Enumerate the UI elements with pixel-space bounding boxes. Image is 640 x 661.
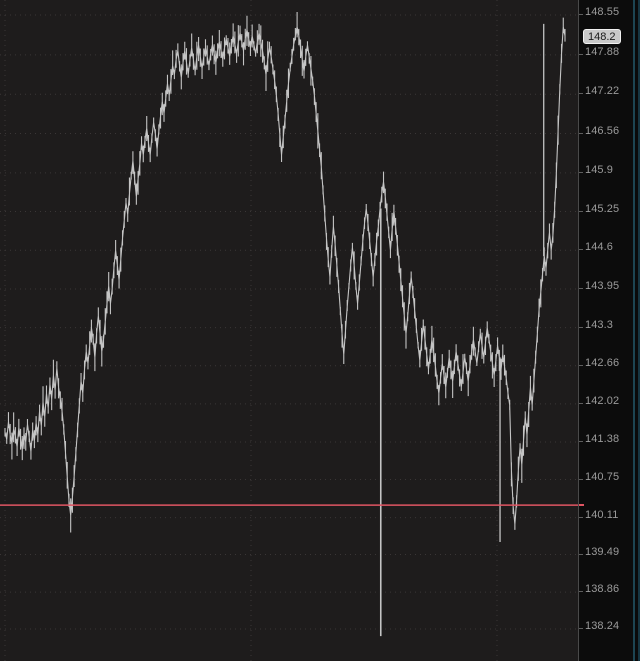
price-axis-tick-mark: [579, 171, 583, 173]
price-axis-tick-label: 142.02: [585, 394, 620, 407]
price-axis-tick-mark: [579, 14, 583, 15]
price-axis-tick-mark: [579, 287, 583, 289]
price-axis-tick-label: 138.24: [585, 620, 620, 632]
price-axis-tick-mark: [579, 628, 583, 629]
price-axis-tick-mark: [579, 591, 583, 593]
price-axis-tick-mark: [579, 364, 583, 366]
price-axis-tick-label: 141.38: [585, 433, 620, 445]
price-axis-tick-label: 146.56: [585, 124, 620, 137]
reference-price-axis-marker: [579, 504, 584, 507]
current-price-badge: 148.2: [583, 28, 621, 44]
price-axis-tick-label: 144.6: [585, 241, 614, 254]
price-axis-tick-label: 145.25: [585, 202, 620, 215]
price-axis-tick-mark: [579, 516, 583, 518]
price-axis-tick-mark: [579, 210, 583, 212]
scrollbar-track-left: [633, 0, 635, 661]
chart-gridlines: [0, 0, 578, 661]
price-axis-tick-label: 140.11: [585, 508, 619, 521]
chart-plot-area[interactable]: [0, 0, 578, 661]
price-axis-tick-mark: [579, 402, 583, 404]
price-axis-tick-mark: [579, 478, 583, 480]
price-series-line: [4, 12, 566, 637]
price-axis-tick-label: 145.9: [585, 163, 614, 176]
vertical-scrollbar[interactable]: [633, 0, 640, 661]
price-axis-tick-mark: [579, 553, 583, 555]
price-axis[interactable]: 148.55 147.88 147.22 146.56 145.9 145.25 144.6…: [578, 0, 633, 661]
scrollbar-track-right: [638, 0, 640, 661]
price-axis-tick-label: 143.3: [585, 318, 614, 331]
reference-price-line: [0, 504, 578, 506]
price-axis-tick-mark: [579, 326, 583, 328]
price-axis-tick-label: 142.66: [585, 356, 620, 369]
price-axis-tick-label: 140.75: [585, 470, 620, 483]
price-axis-tick-label: 147.22: [585, 85, 620, 98]
price-axis-tick-label: 139.49: [585, 545, 620, 558]
price-axis-tick-label: 148.55: [585, 6, 620, 18]
price-axis-tick-mark: [579, 132, 583, 134]
price-axis-tick-label: 147.88: [585, 45, 620, 58]
price-axis-tick-label: 143.95: [585, 279, 620, 292]
price-axis-tick-label: 138.86: [585, 583, 620, 596]
price-axis-tick-mark: [579, 249, 583, 251]
price-axis-tick-mark: [579, 53, 583, 55]
price-axis-tick-mark: [579, 93, 583, 95]
price-axis-tick-mark: [579, 441, 583, 442]
